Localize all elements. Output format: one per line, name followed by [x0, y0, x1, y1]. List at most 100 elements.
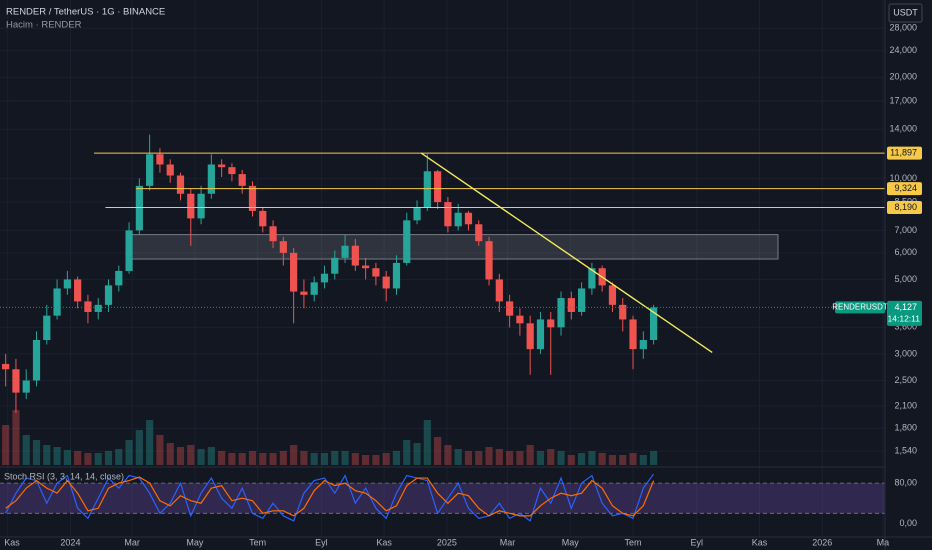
zone: [130, 234, 779, 260]
volume-bar: [32, 440, 41, 465]
volume-bar: [146, 420, 154, 465]
y-tick-label: 20,000: [889, 72, 917, 82]
x-tick-label: Tem: [249, 537, 266, 547]
candle-body: [279, 241, 287, 253]
candle-body: [536, 319, 545, 350]
trendline: [420, 152, 713, 354]
volume-bar: [485, 447, 493, 465]
volume-bar: [423, 420, 431, 465]
candle-body: [166, 164, 174, 176]
x-tick-label: Mar: [500, 537, 516, 547]
level-label: 9,324: [894, 183, 917, 193]
candle-body: [403, 220, 411, 263]
x-tick-label: May: [186, 537, 204, 547]
candle-body: [475, 224, 483, 242]
y-tick-label: 28,000: [889, 23, 917, 33]
volume-bar: [341, 451, 349, 465]
symbol-title: RENDER / TetherUS · 1G · BINANCE: [6, 7, 165, 18]
candle-body: [372, 268, 380, 277]
currency-button[interactable]: [888, 3, 923, 23]
y-tick-label: 3,000: [894, 348, 917, 358]
candle-body: [176, 175, 185, 194]
level-label-box: [887, 146, 922, 160]
volume-bar: [629, 453, 637, 465]
stoch-tick-label: 0,00: [899, 518, 917, 528]
volume-bar: [310, 453, 318, 465]
volume-bar: [588, 451, 596, 465]
currency-label[interactable]: USDT: [893, 7, 918, 17]
volume-bar: [187, 445, 195, 465]
volume-bar: [567, 455, 575, 465]
volume-bar: [248, 451, 257, 465]
candle-body: [423, 171, 431, 208]
candle-body: [156, 154, 164, 165]
volume-bar: [526, 445, 534, 465]
plot: [0, 134, 885, 522]
candle-body: [567, 298, 575, 312]
candle-body: [526, 323, 534, 350]
candle-body: [63, 279, 71, 289]
volume-bar: [238, 453, 246, 465]
volume-bar: [53, 447, 61, 465]
candle-body: [649, 307, 658, 341]
candle-body: [320, 273, 329, 283]
y-tick-label: 2,100: [894, 400, 917, 410]
candle-body: [115, 270, 123, 286]
volume-bar: [547, 449, 555, 465]
volume-bar: [516, 451, 524, 465]
candle-body: [218, 164, 226, 168]
volume-bar: [218, 451, 226, 465]
volume-bar: [331, 451, 339, 465]
x-tick-label: Eyl: [315, 537, 328, 547]
candle-body: [444, 202, 452, 227]
candle-body: [228, 167, 236, 175]
volume-bar: [197, 449, 205, 465]
stoch-tick-label: 80,00: [894, 477, 917, 487]
volume-bar: [259, 453, 267, 465]
volume-bar: [475, 451, 483, 465]
candle-body: [464, 212, 473, 225]
candle-body: [259, 210, 267, 227]
volume-bar: [649, 451, 658, 465]
candle-body: [495, 279, 503, 302]
candle-body: [392, 262, 401, 289]
candle-body: [32, 340, 41, 381]
last-name-box: [835, 301, 885, 314]
stoch-line: [5, 476, 655, 517]
x-tick-label: 2025: [437, 537, 457, 547]
volume-bar: [74, 451, 82, 465]
last-price-label: 4,127: [894, 302, 917, 312]
y-tick-label: 6,000: [894, 247, 917, 257]
x-tick-label: Kas: [4, 537, 20, 547]
candle-body: [485, 241, 493, 280]
candle-body: [300, 291, 308, 295]
volume-bar: [351, 453, 359, 465]
volume-title: Hacim · RENDER: [6, 20, 82, 31]
y-tick-label: 10,000: [889, 173, 917, 183]
y-tick-label: 24,000: [889, 45, 917, 55]
candle-body: [362, 265, 370, 269]
candle-body: [547, 319, 555, 328]
candle-body: [94, 304, 102, 312]
volume-bar: [135, 430, 143, 465]
y-tick-label: 1,540: [894, 445, 917, 455]
candle-body: [197, 193, 205, 219]
candle-body: [639, 340, 647, 350]
volume-bar: [228, 453, 236, 465]
y-tick-label: 14,000: [889, 124, 917, 134]
volume-bar: [464, 451, 473, 465]
level-label: 8,190: [894, 202, 917, 212]
candle-body: [238, 174, 246, 186]
volume-bar: [362, 455, 370, 465]
candle-body: [104, 285, 113, 305]
volume-bar: [320, 453, 329, 465]
candle-body: [2, 363, 10, 370]
volume-bar: [506, 451, 514, 465]
candle-body: [187, 193, 195, 219]
volume-bar: [598, 453, 606, 465]
volume-bar: [269, 453, 277, 465]
x-tick-label: 2026: [812, 537, 832, 547]
candle-body: [22, 380, 30, 393]
candle-body: [619, 304, 627, 320]
